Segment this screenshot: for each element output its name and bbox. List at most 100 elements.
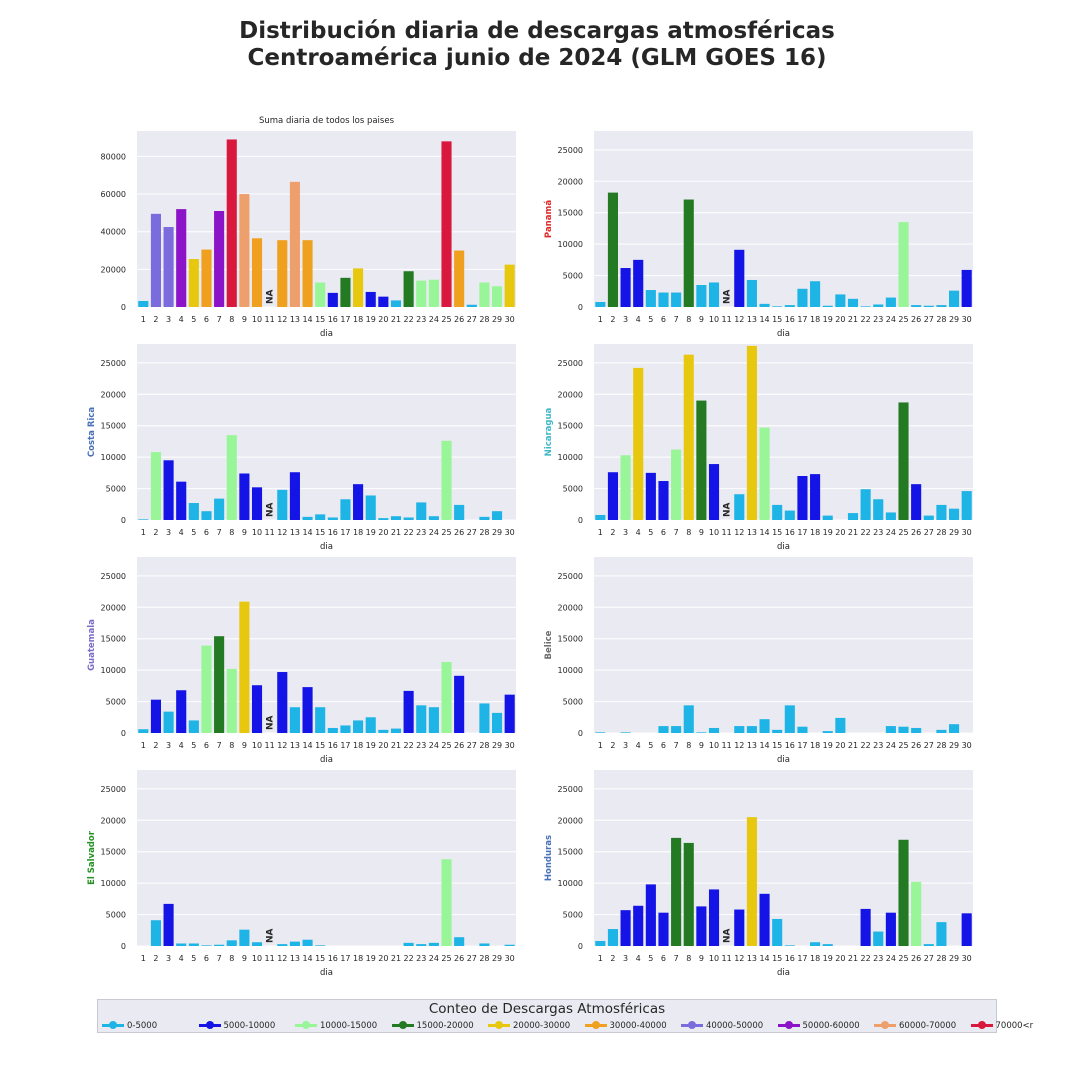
bar: [201, 645, 212, 733]
bar: [479, 703, 490, 733]
x-axis-label: dia: [320, 542, 333, 552]
bar: [873, 499, 884, 520]
bar: [658, 912, 669, 946]
y-tick-label: 5000: [106, 698, 126, 707]
x-tick-label: 5: [191, 315, 196, 324]
y-tick-label: 5000: [563, 272, 583, 281]
y-tick-label: 25000: [101, 785, 126, 794]
x-tick-label: 26: [911, 315, 921, 324]
bar: [671, 449, 682, 520]
bar: [327, 292, 338, 307]
x-tick-label: 3: [623, 315, 628, 324]
x-tick-label: 14: [302, 528, 312, 537]
y-axis-label: Costa Rica: [87, 407, 97, 457]
x-tick-label: 8: [686, 954, 691, 963]
x-tick-label: 15: [315, 528, 325, 537]
bar: [239, 601, 250, 733]
bar: [620, 455, 631, 520]
x-tick-label: 24: [886, 741, 896, 750]
x-tick-label: 27: [924, 954, 934, 963]
y-tick-label: 5000: [563, 698, 583, 707]
x-tick-label: 7: [674, 741, 679, 750]
x-tick-label: 24: [429, 741, 439, 750]
x-tick-label: 6: [204, 741, 209, 750]
legend-marker-icon: [681, 1020, 703, 1031]
x-tick-label: 11: [722, 741, 732, 750]
bar: [708, 727, 720, 733]
bar: [671, 837, 682, 946]
bar: [620, 732, 631, 733]
legend-item: 5000-10000: [198, 1019, 275, 1032]
legend-item: 20000-30000: [488, 1019, 570, 1032]
bar: [734, 494, 745, 520]
x-tick-label: 3: [166, 528, 171, 537]
x-tick-label: 4: [636, 741, 641, 750]
x-tick-label: 12: [277, 741, 287, 750]
bar: [746, 279, 757, 307]
x-tick-label: 9: [699, 315, 704, 324]
bar: [645, 472, 656, 520]
x-tick-label: 20: [835, 315, 845, 324]
bar: [595, 514, 606, 520]
x-axis-label: dia: [320, 755, 333, 765]
legend-title: Conteo de Descargas Atmosféricas: [428, 1001, 666, 1017]
main-title-line-2: Centroamérica junio de 2024 (GLM GOES 16…: [247, 45, 827, 71]
bar: [302, 516, 313, 520]
bar: [948, 290, 960, 307]
bar: [302, 687, 313, 733]
x-tick-label: 13: [747, 741, 757, 750]
y-axis-label: El Salvador: [87, 830, 97, 885]
x-tick-label: 26: [454, 741, 464, 750]
x-axis-label: dia: [777, 968, 790, 978]
legend-marker-icon: [488, 1020, 510, 1031]
bar: [772, 306, 783, 307]
x-tick-label: 19: [823, 315, 833, 324]
na-label: NA: [723, 289, 733, 304]
bar: [645, 290, 656, 307]
x-tick-label: 4: [179, 315, 184, 324]
x-tick-label: 3: [623, 528, 628, 537]
bar: [163, 903, 174, 946]
x-tick-label: 6: [661, 528, 666, 537]
x-tick-label: 30: [505, 315, 515, 324]
x-tick-label: 28: [936, 741, 946, 750]
x-tick-label: 25: [898, 528, 908, 537]
x-tick-label: 7: [674, 954, 679, 963]
bar: [150, 699, 162, 733]
bar: [289, 707, 300, 733]
bar: [797, 288, 808, 307]
bar: [772, 918, 783, 946]
bar: [239, 929, 250, 946]
bar: [607, 929, 619, 946]
bar: [696, 906, 707, 946]
x-tick-label: 25: [441, 315, 451, 324]
x-tick-label: 24: [429, 954, 439, 963]
x-tick-label: 11: [722, 954, 732, 963]
x-axis-label: dia: [777, 542, 790, 552]
y-tick-label: 10000: [101, 879, 126, 888]
y-tick-label: 25000: [558, 785, 583, 794]
na-label: NA: [266, 715, 276, 730]
bar: [340, 725, 351, 733]
bar: [416, 280, 427, 307]
bar: [885, 297, 896, 307]
x-tick-label: 30: [962, 315, 972, 324]
x-tick-label: 20: [835, 954, 845, 963]
x-tick-label: 2: [153, 954, 158, 963]
bar: [734, 909, 745, 946]
x-tick-label: 1: [141, 528, 146, 537]
x-axis-label: dia: [320, 968, 333, 978]
x-tick-label: 24: [886, 528, 896, 537]
bar: [948, 724, 960, 733]
na-label: NA: [266, 289, 276, 304]
bar: [302, 240, 313, 307]
legend-item: 30000-40000: [584, 1019, 667, 1032]
x-tick-label: 28: [936, 315, 946, 324]
bar: [390, 300, 402, 307]
x-tick-label: 17: [797, 528, 807, 537]
x-tick-label: 23: [416, 954, 426, 963]
y-tick-label: 15000: [101, 422, 126, 431]
plot-area: [594, 131, 973, 307]
x-tick-label: 6: [661, 741, 666, 750]
x-tick-label: 23: [416, 741, 426, 750]
